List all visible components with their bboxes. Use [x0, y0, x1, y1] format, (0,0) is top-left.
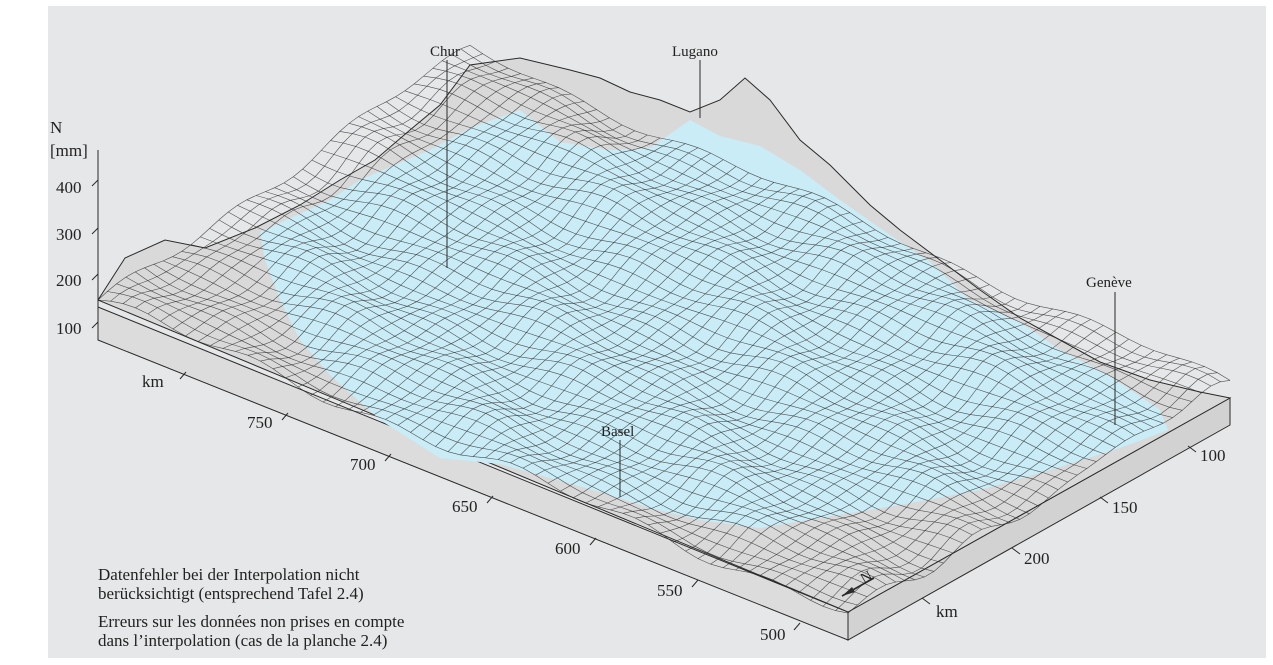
- z-tick-label: 400: [56, 178, 82, 197]
- mesh-line: [172, 256, 925, 578]
- mesh-line: [414, 83, 1173, 418]
- mesh-line: [209, 228, 963, 544]
- z-tick-label: 200: [56, 271, 82, 290]
- mesh-line: [256, 195, 1011, 524]
- caption-de-line: berücksichtigt (entsprechend Tafel 2.4): [98, 584, 364, 603]
- z-axis-symbol: N: [50, 118, 62, 137]
- mesh-line: [358, 116, 1116, 448]
- place-label-chur: Chur: [430, 44, 460, 60]
- mesh-line: [274, 187, 1030, 515]
- y-tick-label: 100: [1200, 446, 1226, 465]
- mesh-line: [144, 267, 896, 583]
- mesh-line: [423, 75, 1183, 411]
- mesh-line: [404, 90, 1164, 424]
- mesh-line: [302, 168, 1059, 490]
- caption-german: Datenfehler bei der Interpolation nicht …: [98, 565, 364, 603]
- mesh-line: [162, 260, 916, 581]
- mesh-line: [181, 251, 935, 572]
- mesh-line: [460, 48, 1221, 382]
- z-axis: N [mm] 400 300 200 100: [50, 118, 99, 340]
- x-tick-label: 750: [247, 413, 273, 432]
- mesh-line: [218, 219, 973, 536]
- y-axis-unit: km: [936, 602, 958, 621]
- place-labels: Chur Lugano Genève Basel: [430, 44, 1132, 497]
- mesh-line: [283, 182, 1040, 507]
- x-axis: km 750 700 650 600 550 500: [142, 371, 801, 644]
- z-tick-label: 300: [56, 225, 82, 244]
- caption-fr-line: dans l’interpolation (cas de la planche …: [98, 631, 388, 650]
- mesh-line: [386, 101, 1145, 432]
- x-tick-label: 600: [555, 539, 581, 558]
- mesh-line: [116, 283, 868, 597]
- mesh-line: [200, 236, 954, 554]
- x-tick-label: 550: [657, 581, 683, 600]
- y-tick-label: 150: [1112, 498, 1138, 517]
- mesh-line: [237, 205, 992, 527]
- caption-french: Erreurs sur les données non prises en co…: [98, 612, 404, 650]
- mesh-line: [228, 211, 982, 530]
- mesh-line: [395, 96, 1154, 428]
- mesh-line: [97, 299, 849, 614]
- x-tick-label: 500: [760, 625, 786, 644]
- mesh-line: [293, 176, 1049, 499]
- mesh-line: [265, 191, 1021, 520]
- mesh-line: [469, 45, 1231, 381]
- caption-de-line: Datenfehler bei der Interpolation nicht: [98, 565, 360, 584]
- z-axis-unit: [mm]: [50, 141, 88, 160]
- y-axis: 100 150 200 km: [921, 445, 1226, 621]
- x-tick-label: 650: [452, 497, 478, 516]
- mesh-line: [153, 264, 906, 582]
- x-tick-label: 700: [350, 455, 376, 474]
- caption-fr-line: Erreurs sur les données non prises en co…: [98, 612, 405, 631]
- mesh-line: [311, 159, 1068, 483]
- place-label-lugano: Lugano: [672, 44, 718, 60]
- mesh-line: [432, 68, 1192, 402]
- mesh-line: [339, 131, 1097, 462]
- mesh-line: [330, 140, 1087, 469]
- mesh-line: [349, 123, 1106, 455]
- mesh-line: [376, 106, 1135, 436]
- mesh-line: [125, 276, 877, 590]
- surface-mesh: [97, 45, 1231, 614]
- mesh-line: [107, 291, 858, 606]
- x-axis-unit: km: [142, 372, 164, 391]
- interpolation-error-zone: [260, 110, 1168, 528]
- place-label-basel: Basel: [601, 424, 634, 440]
- place-label-geneve: Genève: [1086, 275, 1132, 291]
- z-tick-label: 100: [56, 319, 82, 338]
- mesh-line: [190, 244, 944, 564]
- mesh-line: [135, 271, 887, 585]
- mesh-line: [441, 60, 1202, 394]
- mesh-line: [367, 110, 1126, 442]
- y-tick-label: 200: [1024, 549, 1050, 568]
- mesh-line: [246, 199, 1001, 525]
- mesh-line: [451, 53, 1212, 387]
